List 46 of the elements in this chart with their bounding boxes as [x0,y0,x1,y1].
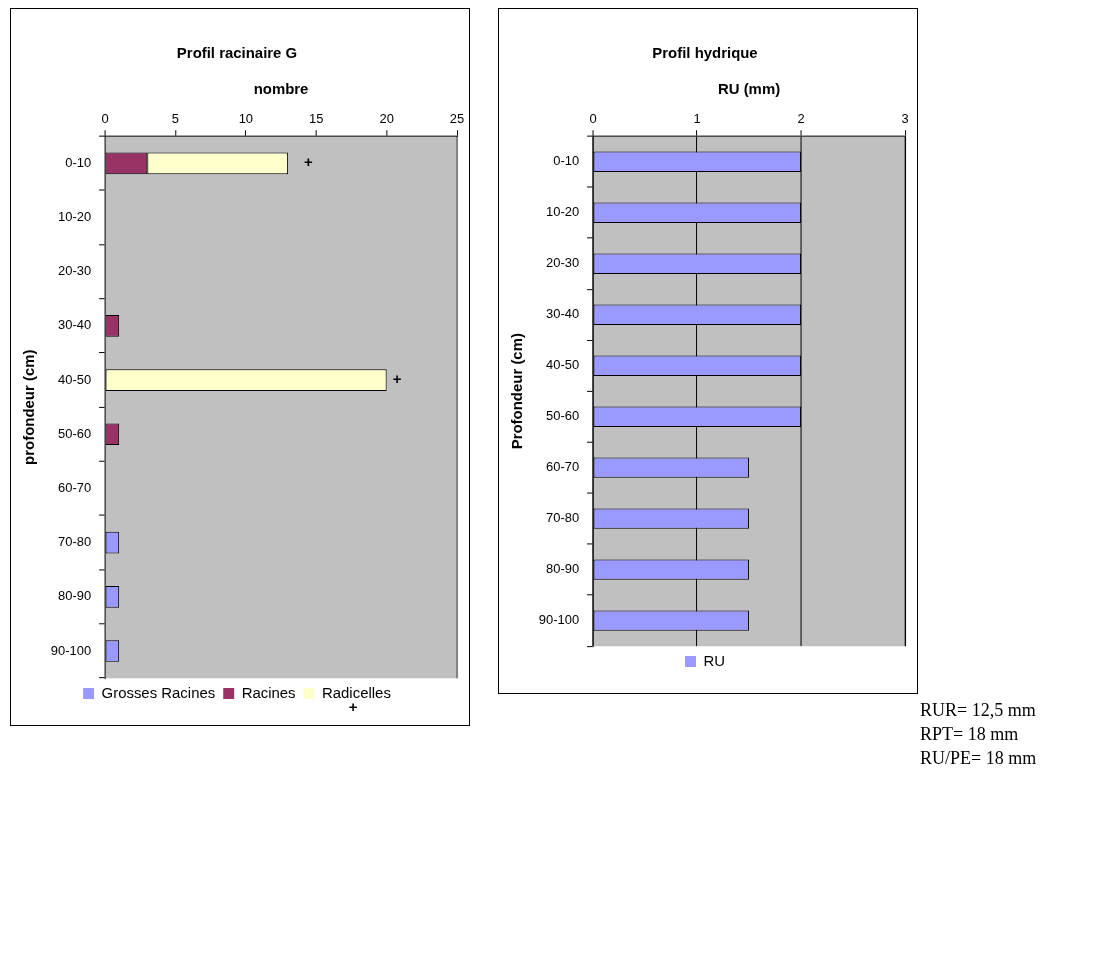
y-tick-label: 80-90 [546,561,580,577]
y-tick-label: 0-10 [553,153,580,169]
chart-title: Profil hydrique [652,43,758,61]
x-tick-label: 1 [693,111,701,127]
text: + [348,698,358,716]
text: RU/PE= 18 mm [920,747,1037,770]
x-tick-label: 25 [449,111,465,127]
y-tick-label: 80-90 [58,588,92,604]
x-tick-label: 2 [797,111,805,127]
y-tick-label: 50-60 [58,425,92,441]
y-tick-label: 0-10 [65,154,92,170]
y-tick-label: 20-30 [546,255,580,271]
annotation: + [392,370,402,388]
x-tick-label: 20 [379,111,394,127]
x-tick-label: 5 [171,111,180,127]
x-tick-label: 3 [901,111,909,127]
x-tick-label: 0 [101,111,109,127]
legend-label: Racines [241,683,296,701]
y-tick-label: 20-30 [58,263,92,279]
y-tick-label: 30-40 [58,317,92,333]
x-tick-label: 0 [589,111,597,127]
legend-label: Radicelles [321,683,391,701]
annotation: + [304,153,314,171]
y-tick-label: 40-50 [58,371,92,387]
y-tick-label: 60-70 [58,480,92,496]
y-tick-label: 90-100 [538,612,580,628]
y-tick-label: 10-20 [546,204,580,220]
chart-title: Profil racinaire G [176,43,298,62]
x-tick-label: 10 [238,111,254,127]
legend-label: Grosses Racines [101,683,216,701]
text: RPT= 18 mm [920,723,1020,746]
y-axis-title: Profondeur (cm) [508,333,526,450]
y-tick-label: 40-50 [546,357,580,373]
y-tick-label: 90-100 [50,642,92,658]
y-tick-label: 30-40 [546,306,580,322]
y-tick-label: 10-20 [58,209,92,225]
y-tick-label: 70-80 [58,534,92,550]
y-tick-label: 70-80 [546,510,580,526]
y-tick-label: 60-70 [546,459,580,475]
x-axis-title: nombre [253,79,309,97]
x-axis-title: RU (mm) [717,79,781,97]
text: RUR= 12,5 mm [920,699,1037,722]
x-tick-label: 15 [309,111,324,127]
y-axis-title: profondeur (cm) [20,349,38,465]
legend-label: RU [703,651,725,669]
y-tick-label: 50-60 [546,408,580,424]
